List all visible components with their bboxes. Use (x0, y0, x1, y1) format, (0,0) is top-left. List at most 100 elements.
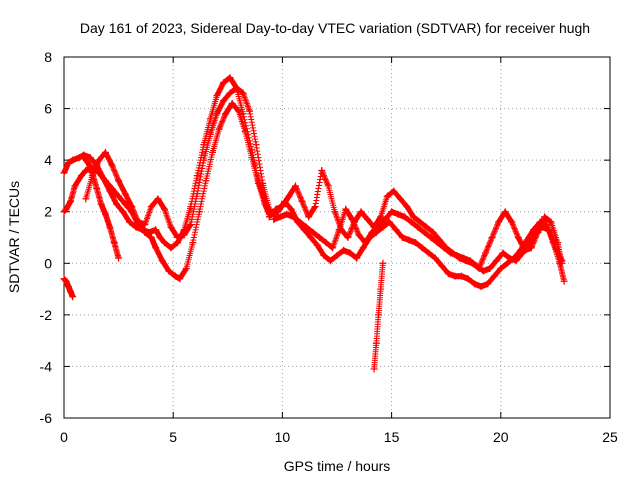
x-axis-title: GPS time / hours (284, 458, 391, 474)
data-point (202, 177, 210, 185)
data-point (189, 239, 197, 247)
data-point (551, 244, 559, 252)
data-point (115, 192, 123, 200)
data-point (108, 185, 116, 193)
data-point (60, 169, 68, 177)
tick-layer: 0 5 10 15 20 25 -6 -4 -2 0 2 4 6 8 (40, 49, 618, 445)
data-point (171, 272, 179, 280)
data-point (527, 244, 535, 252)
plot-frame (63, 56, 611, 419)
data-point (95, 156, 103, 164)
data-point (182, 264, 190, 272)
data-point (152, 226, 160, 234)
x-tick-label: 25 (602, 429, 618, 445)
data-point (278, 203, 286, 211)
data-point (399, 234, 407, 241)
data-point (71, 182, 79, 190)
data-point (259, 179, 267, 187)
data-point (486, 264, 494, 272)
data-point (554, 239, 562, 247)
data-point (106, 223, 114, 231)
y-tick-label: 8 (44, 49, 52, 65)
data-point (340, 246, 348, 254)
series-marker-trail (82, 84, 272, 241)
data-point (309, 228, 317, 236)
data-point (307, 234, 315, 241)
data-point (167, 244, 175, 252)
data-point (305, 213, 313, 221)
data-point (532, 228, 540, 236)
data-point (540, 213, 548, 221)
data-point (401, 213, 409, 221)
data-point (355, 231, 363, 239)
data-point (141, 228, 149, 236)
series-9 (370, 259, 387, 373)
data-point (156, 234, 164, 241)
data-point (444, 270, 452, 278)
y-tick-label: 2 (44, 204, 52, 220)
data-point (147, 203, 155, 211)
data-point (67, 197, 75, 205)
data-point (326, 257, 334, 265)
data-point (431, 254, 439, 262)
data-point (176, 275, 184, 283)
data-point (425, 249, 433, 257)
data-point (311, 203, 319, 211)
data-point (322, 239, 330, 247)
data-point (482, 249, 490, 257)
data-point (501, 208, 509, 216)
data-point (429, 228, 437, 236)
data-point (141, 221, 149, 229)
data-point (160, 239, 168, 247)
data-point (193, 190, 201, 198)
data-point (80, 154, 88, 162)
data-point (219, 97, 227, 105)
data-point (318, 166, 326, 174)
data-point (77, 172, 85, 180)
data-point (302, 223, 310, 231)
data-point (121, 200, 129, 208)
data-point (126, 218, 134, 226)
data-point (377, 213, 385, 221)
data-point (82, 195, 90, 203)
data-point (228, 99, 236, 107)
data-point (368, 228, 376, 236)
y-tick-label: 0 (44, 255, 52, 271)
data-point (514, 234, 522, 241)
data-point (219, 79, 227, 87)
data-point (381, 215, 389, 223)
data-point (353, 254, 361, 262)
data-point (409, 213, 417, 221)
data-point (147, 234, 155, 241)
series-2 (60, 99, 273, 283)
data-point (158, 257, 166, 265)
data-point (215, 125, 223, 133)
data-point (84, 159, 92, 167)
data-point (115, 254, 123, 262)
data-point (359, 244, 367, 252)
data-point (329, 244, 337, 252)
data-point (265, 205, 273, 213)
data-point (558, 257, 566, 265)
data-point (379, 259, 387, 267)
data-point (86, 154, 94, 162)
data-point (335, 226, 343, 234)
x-tick-label: 20 (493, 429, 509, 445)
data-point (206, 130, 214, 138)
data-point (241, 128, 249, 136)
data-point (62, 277, 70, 285)
data-point (67, 288, 75, 296)
data-point (246, 107, 254, 115)
series-marker-trail (61, 100, 272, 282)
data-point (222, 110, 230, 118)
data-point (414, 223, 422, 231)
data-point (427, 234, 435, 241)
data-point (272, 205, 280, 213)
data-point (383, 192, 391, 200)
data-point (490, 272, 498, 280)
data-point (213, 92, 221, 100)
data-point (270, 215, 278, 223)
data-point (283, 210, 291, 218)
data-point (370, 365, 378, 373)
